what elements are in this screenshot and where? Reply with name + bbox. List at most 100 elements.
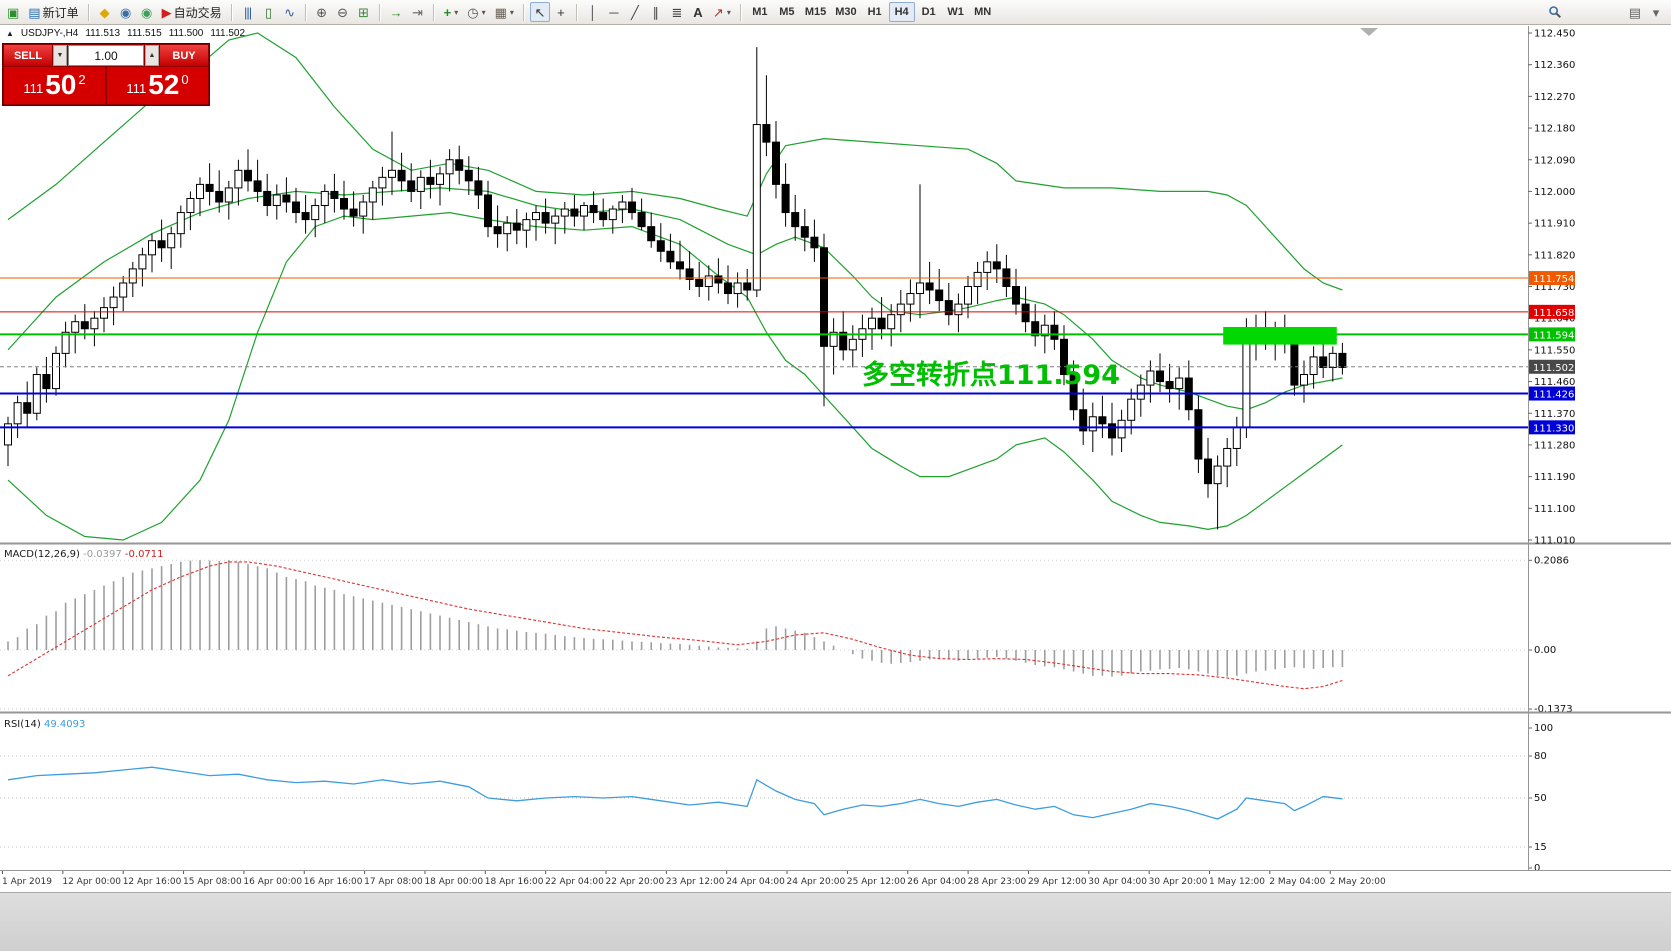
cursor-button[interactable]: ↖ bbox=[529, 2, 550, 22]
window-menu-icon: ▾ bbox=[1652, 4, 1660, 20]
time-axis-label: 15 Apr 08:00 bbox=[183, 877, 242, 887]
zoom-out-icon: ⊖ bbox=[337, 4, 349, 20]
fibonacci-button[interactable]: ≣ bbox=[667, 2, 687, 22]
macd-axis-label: 0.00 bbox=[1534, 645, 1556, 656]
toolbar-overflow-button[interactable]: ▤ bbox=[1625, 2, 1645, 22]
auto-scroll-button[interactable]: → bbox=[386, 2, 407, 22]
rsi-axis-label: 0 bbox=[1534, 863, 1540, 874]
time-axis-label: 18 Apr 16:00 bbox=[485, 877, 544, 887]
auto-scroll-icon: → bbox=[389, 4, 403, 20]
buy-price-point: 0 bbox=[181, 72, 189, 87]
metaeditor-button[interactable]: ◆ bbox=[95, 2, 115, 22]
price-tag-label: 111.594 bbox=[1533, 330, 1574, 341]
tf-button-M30[interactable]: M30 bbox=[835, 6, 857, 18]
periods-button[interactable]: ◷ ▾ bbox=[463, 2, 489, 22]
price-axis-label: 111.550 bbox=[1534, 345, 1575, 356]
price-tag-111.426 bbox=[1529, 386, 1575, 401]
chart-shift-button[interactable]: ⇥ bbox=[408, 2, 428, 22]
line-chart-button[interactable]: ∿ bbox=[280, 2, 300, 22]
candles bbox=[4, 47, 1347, 530]
volume-increase-button[interactable]: ▲ bbox=[145, 45, 159, 66]
price-axis-label: 111.100 bbox=[1534, 504, 1575, 515]
vertical-line-button[interactable]: │ bbox=[583, 2, 603, 22]
time-axis-label: 2 May 04:00 bbox=[1269, 877, 1325, 887]
tf-button-H4[interactable]: H4 bbox=[888, 2, 915, 22]
time-axis-label: 30 Apr 20:00 bbox=[1149, 877, 1208, 887]
text-tool-icon: A bbox=[693, 4, 703, 20]
tile-windows-button[interactable]: ⊞ bbox=[354, 2, 374, 22]
arrows-tool-button[interactable]: ↗ ▾ bbox=[709, 2, 735, 22]
price-tag-111.754 bbox=[1529, 271, 1575, 286]
annotation-text[interactable]: 多空转折点111.594 bbox=[862, 359, 1120, 391]
sell-price-box[interactable]: 111 50 2 bbox=[4, 67, 105, 104]
tf-button-MN[interactable]: MN bbox=[974, 6, 992, 18]
candlestick-chart-button[interactable]: ▯ bbox=[259, 2, 279, 22]
sell-button[interactable]: SELL bbox=[4, 45, 52, 66]
price-axis-label: 112.000 bbox=[1534, 187, 1575, 198]
time-axis-label: 28 Apr 23:00 bbox=[968, 877, 1027, 887]
trendline-button[interactable]: ╱ bbox=[625, 2, 645, 22]
zoom-out-button[interactable]: ⊖ bbox=[333, 2, 353, 22]
timeframe-bar: M1 M5 M15 M30 H1 H4 D1 W1 MN bbox=[747, 2, 996, 22]
chart-shift-marker[interactable] bbox=[1360, 28, 1378, 36]
market-watch-icon: ◉ bbox=[119, 4, 132, 20]
tf-button-H1[interactable]: H1 bbox=[867, 6, 882, 18]
macd-axis-label: 0.2086 bbox=[1534, 555, 1569, 566]
new-order-button[interactable]: ▤ 新订单 bbox=[24, 2, 82, 22]
macd-label: MACD(12,26,9) -0.0397 -0.0711 bbox=[4, 549, 164, 560]
time-axis-label: 23 Apr 12:00 bbox=[666, 877, 725, 887]
market-watch-button[interactable]: ◉ bbox=[116, 2, 136, 22]
text-tool-button[interactable]: A bbox=[688, 2, 708, 22]
bar-chart-button[interactable]: ||| bbox=[238, 2, 258, 22]
metaeditor-icon: ◆ bbox=[99, 4, 110, 20]
tf-button-M15[interactable]: M15 bbox=[804, 6, 827, 18]
channel-button[interactable]: ∥ bbox=[646, 2, 666, 22]
buy-button[interactable]: BUY bbox=[160, 45, 208, 66]
price-tag-111.594 bbox=[1529, 327, 1575, 342]
price-tag-label: 111.754 bbox=[1533, 274, 1574, 285]
navigator-icon: ◉ bbox=[140, 4, 153, 20]
tile-windows-icon: ⊞ bbox=[358, 4, 370, 20]
zoom-in-icon: ⊕ bbox=[316, 4, 328, 20]
crosshair-button[interactable]: + bbox=[551, 2, 571, 22]
horizontal-line-button[interactable]: ─ bbox=[604, 2, 624, 22]
time-axis-label: 24 Apr 04:00 bbox=[726, 877, 785, 887]
price-axis-label: 111.280 bbox=[1534, 440, 1575, 451]
buy-price-box[interactable]: 111 52 0 bbox=[107, 67, 208, 104]
tf-button-M5[interactable]: M5 bbox=[779, 6, 795, 18]
toolbar-separator bbox=[87, 3, 90, 21]
new-chart-button[interactable]: ▣ bbox=[3, 2, 23, 22]
time-axis-label: 12 Apr 00:00 bbox=[62, 877, 121, 887]
search-button[interactable] bbox=[1544, 2, 1566, 22]
highlight-rect[interactable] bbox=[1223, 326, 1337, 345]
navigator-button[interactable]: ◉ bbox=[137, 2, 157, 22]
macd-histogram bbox=[7, 560, 1344, 677]
price-axis-label: 112.270 bbox=[1534, 92, 1575, 103]
volume-input[interactable]: 1.00 bbox=[68, 45, 144, 66]
time-axis-label: 17 Apr 08:00 bbox=[364, 877, 423, 887]
templates-button[interactable]: ▦ ▾ bbox=[491, 2, 518, 22]
time-axis-label: 22 Apr 20:00 bbox=[606, 877, 665, 887]
autotrade-button[interactable]: ▶ 自动交易 bbox=[158, 2, 226, 22]
collapse-trade-panel-icon[interactable]: ▲ bbox=[6, 29, 14, 38]
zoom-in-button[interactable]: ⊕ bbox=[312, 2, 332, 22]
price-axis-label: 111.370 bbox=[1534, 409, 1575, 420]
chevron-down-icon: ▾ bbox=[509, 7, 514, 17]
autotrade-icon: ▶ bbox=[161, 4, 172, 20]
candlestick-icon: ▯ bbox=[265, 4, 273, 20]
tf-button-M1[interactable]: M1 bbox=[752, 6, 768, 18]
window-menu-button[interactable]: ▾ bbox=[1646, 2, 1666, 22]
time-axis-label: 29 Apr 12:00 bbox=[1028, 877, 1087, 887]
tf-button-D1[interactable]: D1 bbox=[921, 6, 936, 18]
price-tag-111.658 bbox=[1529, 304, 1575, 319]
chevron-down-icon: ▾ bbox=[454, 7, 459, 17]
price-tag-111.502 bbox=[1529, 359, 1575, 374]
indicators-button[interactable]: + ▾ bbox=[440, 2, 463, 22]
sell-price-figure: 111 bbox=[23, 81, 44, 96]
tf-button-W1[interactable]: W1 bbox=[947, 6, 964, 18]
bar-open-value: 111.513 bbox=[85, 28, 121, 39]
volume-decrease-button[interactable]: ▼ bbox=[53, 45, 67, 66]
price-tag-111.330 bbox=[1529, 420, 1575, 435]
template-icon: ▦ bbox=[494, 4, 507, 20]
